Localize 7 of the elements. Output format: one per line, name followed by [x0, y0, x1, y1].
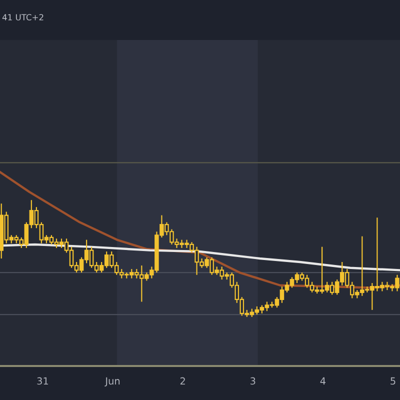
x-tick-label: 31 — [37, 377, 48, 385]
x-tick-label: 5 — [390, 377, 396, 385]
x-tick-label: 4 — [320, 377, 326, 384]
x-tick-label: Jun — [104, 377, 120, 386]
text: 41 UTC+2 — [2, 14, 44, 20]
x-tick-label: 2 — [180, 377, 185, 384]
x-tick-label: 3 — [250, 377, 256, 385]
